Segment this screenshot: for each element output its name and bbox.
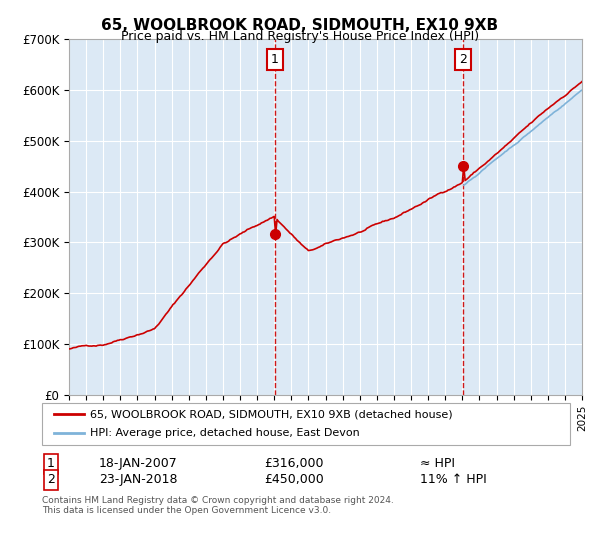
Text: 2: 2 bbox=[47, 473, 55, 487]
Text: HPI: Average price, detached house, East Devon: HPI: Average price, detached house, East… bbox=[90, 428, 360, 438]
Text: 2: 2 bbox=[459, 53, 467, 66]
Text: Contains HM Land Registry data © Crown copyright and database right 2024.
This d: Contains HM Land Registry data © Crown c… bbox=[42, 496, 394, 515]
Text: £450,000: £450,000 bbox=[264, 473, 324, 487]
Text: 1: 1 bbox=[271, 53, 279, 66]
Text: 11% ↑ HPI: 11% ↑ HPI bbox=[420, 473, 487, 487]
Text: 18-JAN-2007: 18-JAN-2007 bbox=[99, 457, 178, 470]
Text: £316,000: £316,000 bbox=[264, 457, 323, 470]
Text: 1: 1 bbox=[47, 457, 55, 470]
Text: 65, WOOLBROOK ROAD, SIDMOUTH, EX10 9XB: 65, WOOLBROOK ROAD, SIDMOUTH, EX10 9XB bbox=[101, 18, 499, 33]
Text: ≈ HPI: ≈ HPI bbox=[420, 457, 455, 470]
Text: Price paid vs. HM Land Registry's House Price Index (HPI): Price paid vs. HM Land Registry's House … bbox=[121, 30, 479, 43]
Text: 65, WOOLBROOK ROAD, SIDMOUTH, EX10 9XB (detached house): 65, WOOLBROOK ROAD, SIDMOUTH, EX10 9XB (… bbox=[90, 409, 452, 419]
Text: 23-JAN-2018: 23-JAN-2018 bbox=[99, 473, 178, 487]
